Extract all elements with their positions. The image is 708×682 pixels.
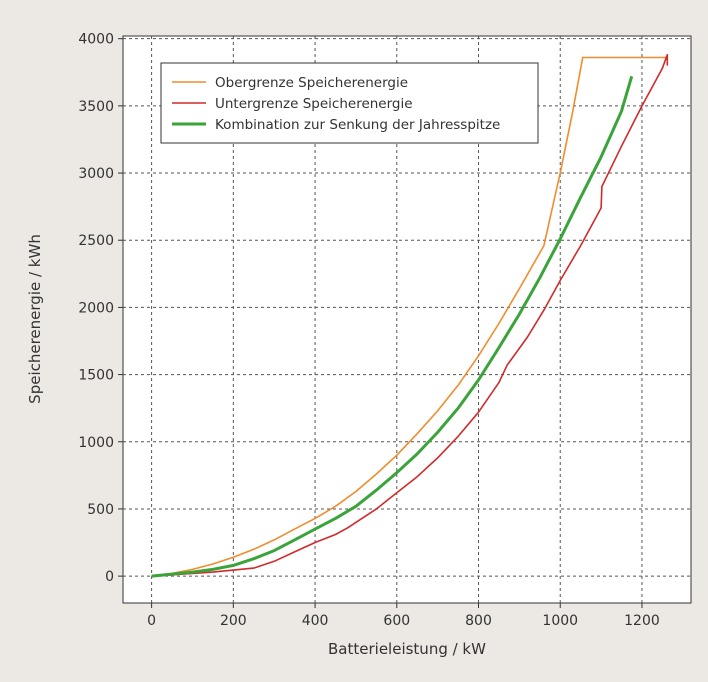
y-tick-label: 4000: [78, 32, 114, 48]
x-tick-label: 800: [465, 613, 492, 629]
x-axis-label: Batterieleistung / kW: [328, 640, 486, 658]
x-tick-label: 0: [147, 613, 156, 629]
x-tick-label: 1000: [542, 613, 578, 629]
y-tick-label: 0: [105, 569, 114, 585]
y-tick-label: 3500: [78, 99, 114, 115]
y-tick-label: 2000: [78, 300, 114, 316]
series-line-1: [151, 56, 668, 577]
legend: Obergrenze Speicherenergie Untergrenze Sp…: [160, 62, 539, 144]
series-line-2: [151, 53, 669, 577]
y-axis-label: Speicherenergie / kWh: [26, 234, 44, 404]
x-tick-label: 400: [302, 613, 329, 629]
y-tick-label: 3000: [78, 166, 114, 182]
x-tick-label: 200: [220, 613, 247, 629]
legend-label: Untergrenze Speicherenergie: [215, 96, 413, 112]
x-axis: 0 200 400 600 800 1000 1200: [147, 603, 660, 629]
y-axis: 0 500 1000 1500 2000 2500 3000 3500 4000: [78, 32, 123, 585]
y-tick-label: 500: [87, 502, 114, 518]
y-tick-label: 1000: [78, 435, 114, 451]
series-lines: [151, 53, 669, 578]
legend-label: Obergrenze Speicherenergie: [215, 75, 408, 91]
legend-box: [160, 62, 539, 144]
legend-label: Kombination zur Senkung der Jahresspitze: [215, 117, 500, 133]
y-tick-label: 2500: [78, 233, 114, 249]
x-tick-label: 600: [383, 613, 410, 629]
y-tick-label: 1500: [78, 368, 114, 384]
x-tick-label: 1200: [624, 613, 660, 629]
series-line-3: [151, 75, 634, 578]
